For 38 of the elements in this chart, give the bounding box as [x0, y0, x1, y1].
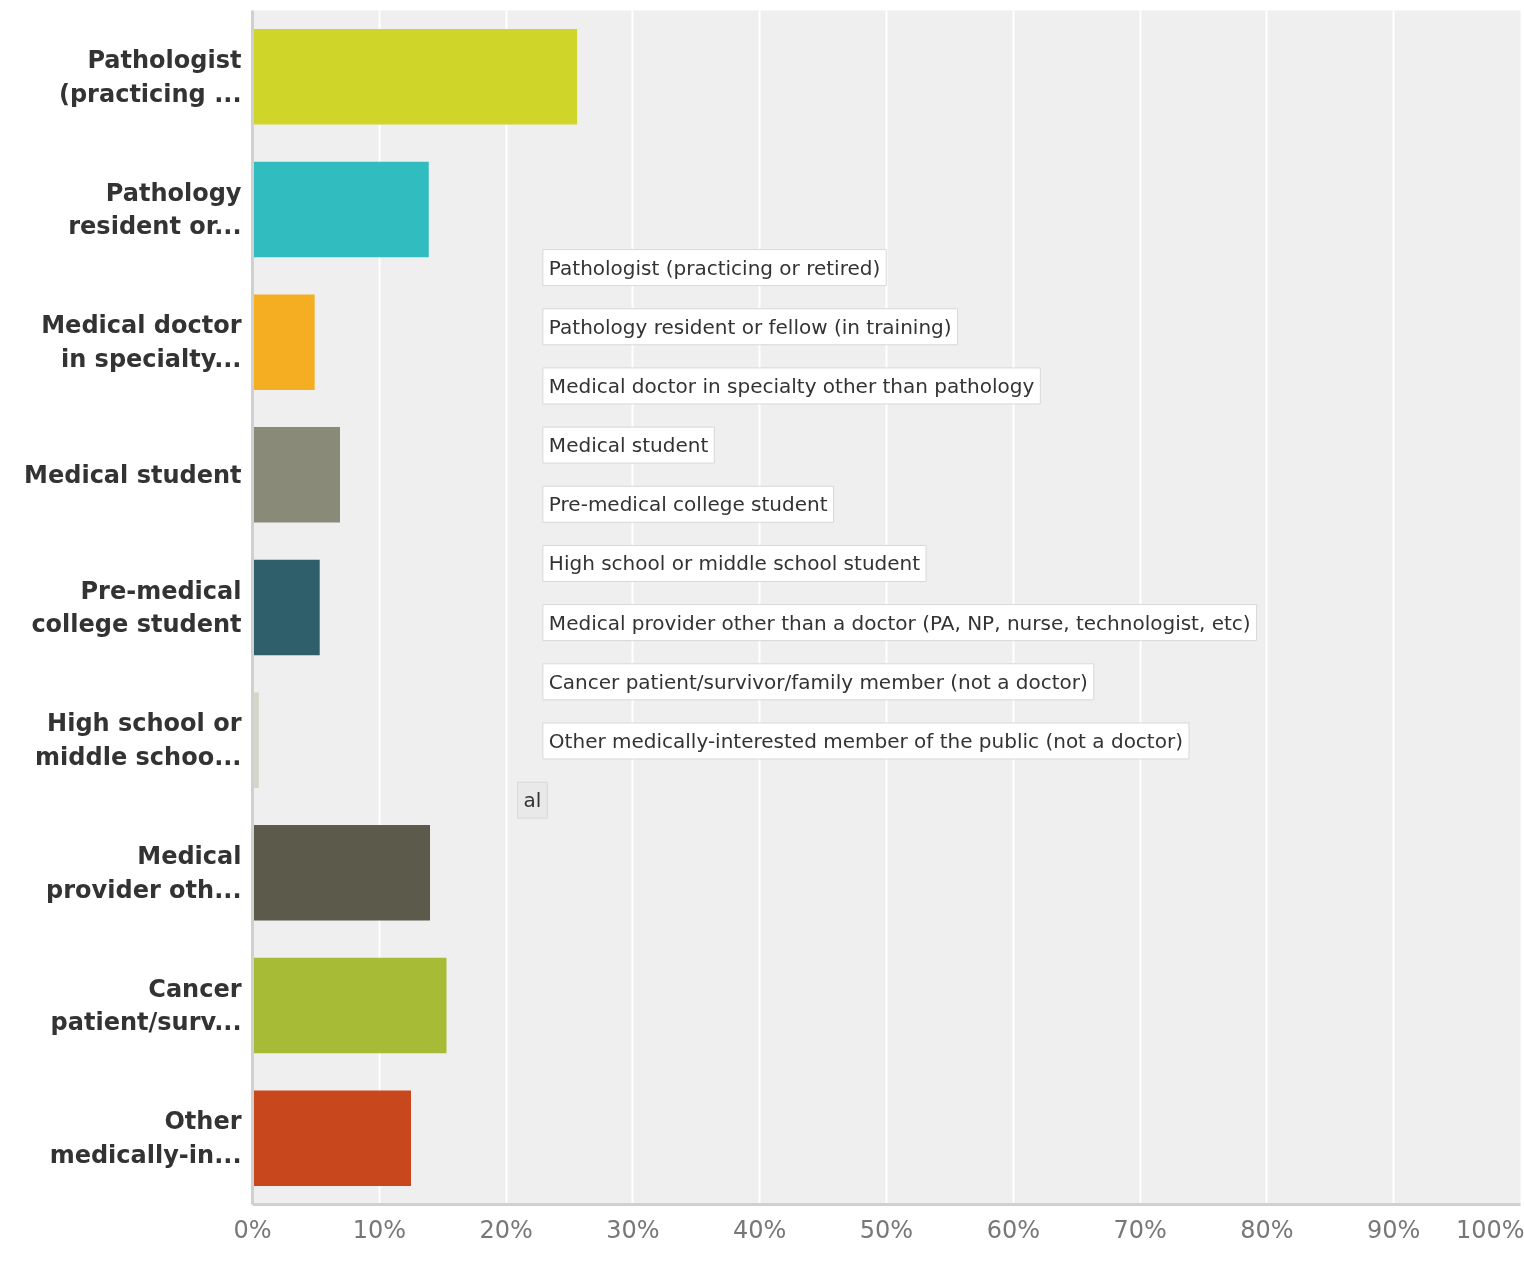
x-tick-label: 0% — [233, 1215, 272, 1244]
annotation: Medical student — [548, 433, 709, 458]
y-tick-label: Other medically-in... — [49, 1107, 242, 1169]
annotation: al — [523, 788, 542, 813]
bar — [252, 1090, 411, 1186]
annotation: Medical provider other than a doctor (PA, NP, nurse, technologist, etc) — [548, 610, 1251, 635]
annotation: Pathologist (practicing or retired) — [548, 255, 881, 280]
x-tick-label: 20% — [479, 1215, 533, 1244]
annotation: Cancer patient/survivor/family member (not a doctor) — [548, 669, 1088, 694]
bar — [252, 427, 340, 523]
bar — [252, 559, 320, 656]
y-tick-label: Pathology resident or... — [68, 178, 242, 241]
annotation: Pre-medical college student — [548, 492, 828, 517]
bar — [252, 161, 429, 258]
annotation: Pathology resident or fellow (in training) — [548, 314, 952, 339]
x-tick-label: 70% — [1113, 1215, 1167, 1244]
annotation: Other medically-interested member of the public (not a doctor) — [548, 728, 1183, 753]
annotation: High school or middle school student — [548, 551, 921, 576]
y-tick-label: Medical doctor in specialty... — [41, 311, 242, 373]
y-tick-label: Pre-medical college student — [31, 576, 242, 639]
x-tick-label: 100% — [1455, 1215, 1524, 1244]
y-tick-label: Pathologist (practicing ... — [58, 46, 242, 108]
x-tick-label: 10% — [352, 1215, 406, 1244]
y-tick-label: Cancer patient/surv... — [50, 974, 242, 1037]
x-tick-label: 40% — [733, 1215, 787, 1244]
annotation: Medical doctor in specialty other than pathology — [548, 373, 1035, 398]
x-tick-label: 60% — [986, 1215, 1040, 1244]
x-tick-label: 80% — [1240, 1215, 1294, 1244]
x-tick-label: 30% — [606, 1215, 660, 1244]
bar — [252, 957, 447, 1054]
x-tick-label: 50% — [859, 1215, 914, 1244]
y-tick-label: Medical provider oth... — [46, 842, 242, 904]
y-tick-label: Medical student — [24, 460, 242, 489]
y-tick-label: High school or middle schoo... — [35, 709, 242, 771]
bar — [252, 294, 315, 390]
bar — [252, 825, 431, 921]
x-tick-label: 90% — [1367, 1215, 1421, 1244]
bar — [252, 29, 578, 125]
